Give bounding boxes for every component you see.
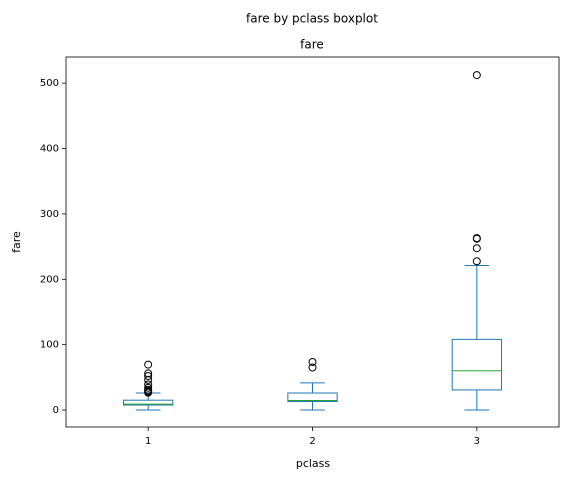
flier [472,244,481,253]
flier [472,234,481,243]
box [287,392,338,403]
x-axis-label: pclass [296,457,331,470]
y-tick-label: 100 [40,340,59,351]
y-tick-label: 500 [40,78,59,89]
flier [472,71,481,80]
flier [472,257,481,266]
chart-title: fare [300,38,324,52]
y-tick-label: 400 [40,144,59,155]
box [451,338,502,391]
flier [144,360,153,369]
box [123,399,174,406]
flier [144,380,153,389]
x-tick-label: 3 [474,436,480,447]
flier [144,385,153,394]
flier [308,357,317,366]
y-tick-label: 300 [40,209,59,220]
y-tick-label: 0 [53,405,59,416]
x-tick-label: 2 [309,436,315,447]
flier [308,363,317,372]
y-tick-label: 200 [40,274,59,285]
flier [144,369,153,378]
x-tick-label: 1 [145,436,151,447]
chart-suptitle: fare by pclass boxplot [246,12,378,26]
flier [144,383,153,392]
flier [144,372,153,381]
y-axis-label: fare [10,231,23,253]
